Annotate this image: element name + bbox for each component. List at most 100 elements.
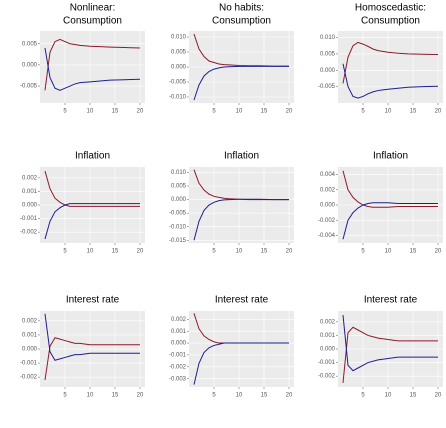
series-line <box>44 203 140 240</box>
x-tick-label: 10 <box>236 109 243 115</box>
y-tick-label: 0.000 <box>22 203 38 209</box>
y-tick-label: -0.001 <box>20 361 38 367</box>
x-tick-label: 20 <box>286 109 293 115</box>
x-tick-label: 20 <box>286 393 293 399</box>
x-tick-label: 20 <box>435 109 442 115</box>
x-tick-label: 10 <box>87 109 94 115</box>
x-tick-label: 5 <box>361 109 365 115</box>
y-tick-label: 0.002 <box>171 317 187 323</box>
panel-title: Interest rate <box>66 295 120 306</box>
y-tick-label: 0.000 <box>320 347 336 353</box>
panel-title: Consumption <box>212 16 271 27</box>
panel-title: Inflation <box>373 151 408 162</box>
x-tick-label: 5 <box>361 249 365 255</box>
x-tick-label: 15 <box>261 249 268 255</box>
x-tick-label: 20 <box>137 393 144 399</box>
series-line <box>193 198 289 241</box>
panel-title: Inflation <box>224 151 259 162</box>
y-tick-label: 0.000 <box>171 197 187 203</box>
y-tick-label: -0.004 <box>318 233 336 239</box>
x-tick-label: 5 <box>63 249 67 255</box>
x-tick-label: 15 <box>112 249 119 255</box>
x-tick-label: 15 <box>410 109 417 115</box>
y-tick-label: -0.010 <box>169 95 187 101</box>
y-tick-label: -0.001 <box>169 353 187 359</box>
y-tick-label: -0.005 <box>169 80 187 86</box>
series-line <box>342 63 439 99</box>
x-tick-label: 20 <box>435 393 442 399</box>
series-line <box>44 337 140 381</box>
y-tick-label: 0.002 <box>320 187 336 193</box>
panel-title: Consumption <box>361 16 420 27</box>
y-tick-label: 0.001 <box>22 333 38 339</box>
x-tick-label: 10 <box>236 249 243 255</box>
series-line <box>44 47 141 91</box>
y-tick-label: 0.000 <box>171 341 187 347</box>
x-tick-label: 20 <box>137 109 144 115</box>
plot-background <box>189 311 294 387</box>
y-tick-label: 0.010 <box>171 35 187 41</box>
y-tick-label: -0.002 <box>20 375 38 381</box>
y-tick-label: 0.000 <box>22 347 38 353</box>
y-tick-label: -0.002 <box>318 218 336 224</box>
series-line <box>342 41 439 84</box>
series-line <box>44 170 140 207</box>
x-tick-label: 10 <box>385 109 392 115</box>
y-tick-label: 0.002 <box>22 175 38 181</box>
y-tick-label: 0.000 <box>320 68 336 74</box>
panel-title: Consumption <box>63 16 122 27</box>
x-tick-label: 15 <box>261 109 268 115</box>
y-tick-label: 0.001 <box>22 189 38 195</box>
y-tick-label: 0.005 <box>320 51 336 57</box>
y-tick-label: 0.005 <box>171 184 187 190</box>
x-tick-label: 20 <box>137 249 144 255</box>
y-tick-label: -0.005 <box>20 84 38 90</box>
y-tick-label: 0.010 <box>320 35 336 41</box>
x-tick-label: 5 <box>212 393 216 399</box>
plot-background <box>40 31 145 103</box>
x-tick-label: 10 <box>236 393 243 399</box>
x-tick-label: 20 <box>435 249 442 255</box>
y-tick-label: -0.015 <box>169 238 187 244</box>
x-tick-label: 15 <box>410 393 417 399</box>
x-tick-label: 5 <box>361 393 365 399</box>
y-tick-label: -0.001 <box>20 216 38 222</box>
panel-title: Interest rate <box>364 295 418 306</box>
x-tick-label: 10 <box>87 249 94 255</box>
y-tick-label: -0.010 <box>169 224 187 230</box>
series-line <box>342 315 438 372</box>
y-tick-label: 0.002 <box>320 319 336 325</box>
y-tick-label: -0.003 <box>169 376 187 382</box>
y-tick-label: 0.005 <box>171 50 187 56</box>
y-tick-label: 0.002 <box>22 318 38 324</box>
x-tick-label: 15 <box>112 393 119 399</box>
series-line <box>342 202 438 240</box>
x-tick-label: 5 <box>63 109 67 115</box>
x-tick-label: 5 <box>212 249 216 255</box>
x-tick-label: 5 <box>212 109 216 115</box>
x-tick-label: 15 <box>112 109 119 115</box>
x-tick-label: 15 <box>410 249 417 255</box>
y-tick-label: 0.005 <box>22 41 38 47</box>
y-tick-label: 0.001 <box>171 329 187 335</box>
plot-background <box>338 31 443 103</box>
y-tick-label: -0.001 <box>318 360 336 366</box>
y-tick-label: 0.004 <box>320 172 336 178</box>
y-tick-label: 0.000 <box>320 203 336 209</box>
plot-background <box>189 167 294 243</box>
series-line <box>342 326 438 383</box>
column-header: Nonlinear: <box>70 3 116 14</box>
y-tick-label: -0.005 <box>318 84 336 90</box>
panel-title: Inflation <box>75 151 110 162</box>
panel-title: Interest rate <box>215 295 269 306</box>
y-tick-label: -0.002 <box>318 374 336 380</box>
x-tick-label: 15 <box>261 393 268 399</box>
series-line <box>44 313 140 361</box>
y-tick-label: 0.010 <box>171 170 187 176</box>
column-header: Homoscedastic: <box>355 3 426 14</box>
x-tick-label: 10 <box>385 393 392 399</box>
x-tick-label: 20 <box>286 249 293 255</box>
y-tick-label: 0.001 <box>320 333 336 339</box>
y-tick-label: -0.005 <box>169 211 187 217</box>
